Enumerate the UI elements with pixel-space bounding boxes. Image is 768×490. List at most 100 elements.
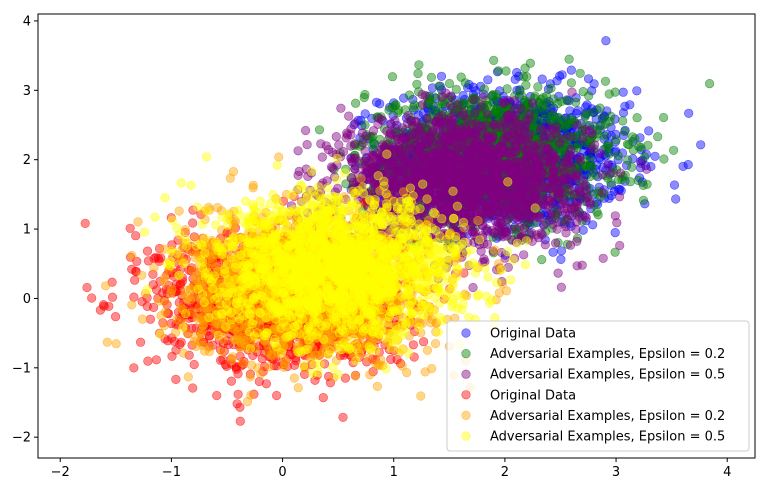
data-point (521, 80, 531, 90)
data-point (437, 92, 447, 102)
data-point (566, 78, 577, 88)
data-point (566, 151, 576, 161)
data-point (409, 100, 420, 110)
data-point (448, 174, 458, 184)
data-point (571, 224, 581, 234)
data-point (413, 68, 423, 79)
data-point (658, 112, 669, 123)
data-point (465, 146, 476, 156)
data-point (442, 162, 452, 172)
data-point (396, 135, 407, 145)
data-point (540, 148, 550, 158)
data-point (450, 154, 460, 164)
data-point (575, 68, 585, 78)
data-point (293, 146, 303, 156)
data-point (367, 139, 377, 150)
data-point (557, 70, 567, 80)
data-point (375, 99, 385, 109)
data-point (458, 107, 468, 117)
data-point (481, 147, 491, 157)
data-point (418, 99, 428, 110)
data-point (612, 218, 622, 228)
data-point (390, 116, 400, 126)
data-point (377, 115, 387, 125)
data-point (504, 114, 514, 124)
data-point (461, 177, 471, 187)
data-point (501, 227, 511, 237)
data-point (483, 134, 493, 144)
data-point (426, 129, 436, 139)
data-point (519, 250, 529, 260)
data-point (678, 161, 688, 171)
data-point (412, 79, 422, 89)
data-point (610, 228, 620, 238)
data-point (483, 75, 493, 85)
data-point (555, 183, 565, 193)
data-point (549, 166, 559, 176)
data-points (80, 36, 715, 426)
data-point (513, 205, 523, 215)
data-point (351, 98, 361, 108)
data-point (479, 254, 489, 264)
data-point (397, 123, 408, 133)
data-point (434, 81, 444, 91)
data-point (564, 54, 574, 64)
data-point (294, 166, 304, 176)
data-point (414, 60, 424, 70)
data-point (595, 148, 605, 159)
data-point (403, 110, 413, 121)
data-point (80, 218, 90, 228)
data-point (600, 76, 611, 86)
data-point (431, 117, 441, 127)
data-point (82, 282, 92, 293)
data-point (481, 120, 491, 130)
data-point (125, 223, 135, 233)
data-point (606, 111, 616, 121)
data-point (432, 166, 443, 176)
data-point (354, 156, 364, 166)
data-point (533, 82, 543, 92)
data-point (643, 140, 653, 150)
data-point (492, 151, 502, 161)
data-point (573, 106, 583, 116)
data-point (577, 260, 587, 270)
data-point (642, 179, 652, 189)
data-point (87, 293, 97, 303)
data-point (441, 128, 451, 138)
data-point (618, 108, 629, 118)
data-point (472, 196, 482, 206)
data-point (411, 159, 421, 169)
data-point (336, 103, 346, 113)
data-point (468, 282, 478, 293)
data-point (585, 198, 595, 208)
data-point (556, 282, 567, 292)
data-point (503, 195, 513, 205)
data-point (564, 119, 574, 129)
data-point (358, 138, 368, 148)
data-point (606, 168, 616, 178)
data-point (488, 89, 498, 100)
data-point (485, 160, 495, 171)
data-point (554, 71, 565, 81)
data-point (537, 255, 547, 265)
data-point (272, 390, 282, 401)
data-point (567, 87, 577, 97)
data-point (386, 129, 396, 139)
data-point (529, 172, 540, 182)
data-point (542, 122, 552, 132)
data-point (553, 98, 563, 109)
data-point (479, 84, 490, 94)
data-point (553, 268, 563, 278)
data-point (420, 91, 430, 101)
data-point (633, 175, 643, 185)
data-point (421, 170, 431, 180)
data-point (493, 66, 504, 76)
data-point (360, 120, 370, 130)
data-point (614, 192, 625, 202)
data-point (597, 121, 607, 131)
data-point (659, 154, 669, 164)
data-point (618, 116, 628, 126)
data-point (481, 208, 491, 218)
data-point (449, 109, 459, 119)
